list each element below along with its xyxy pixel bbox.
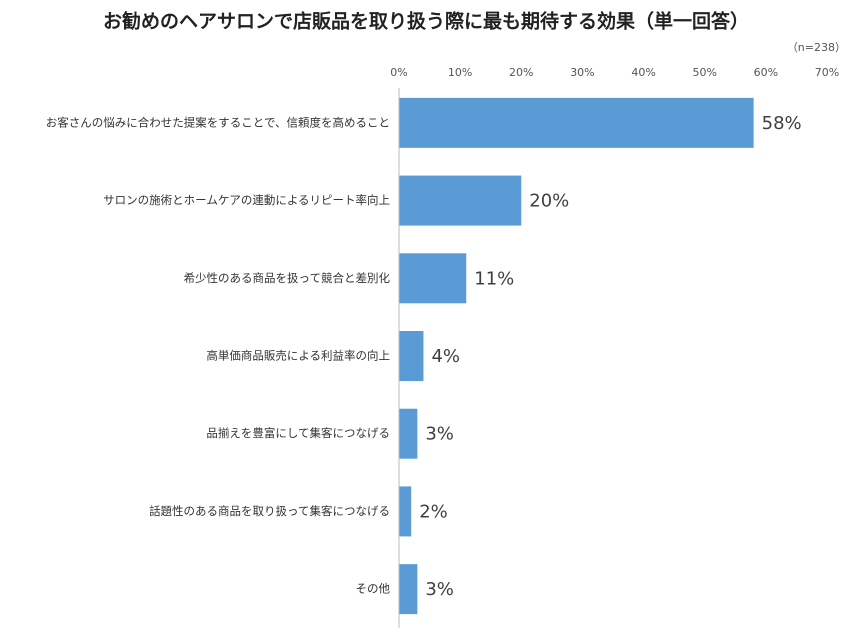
- x-tick-label: 60%: [754, 66, 778, 79]
- chart-title: お勧めのヘアサロンで店販品を取り扱う際に最も期待する効果（単一回答）: [103, 10, 749, 33]
- x-tick-label: 30%: [570, 66, 594, 79]
- bar: [399, 486, 412, 537]
- x-tick-label: 50%: [692, 66, 716, 79]
- value-label: 3%: [425, 424, 454, 445]
- x-tick-label: 20%: [509, 66, 533, 79]
- bar: [399, 408, 418, 459]
- bar: [399, 175, 522, 226]
- bar: [399, 97, 754, 148]
- value-label: 20%: [529, 191, 569, 212]
- chart-subtitle: （n=238）: [787, 41, 846, 54]
- y-tick-label: サロンの施術とホームケアの連動によるリピート率向上: [103, 193, 390, 207]
- x-tick-label: 0%: [390, 66, 407, 79]
- bar: [399, 253, 467, 304]
- y-tick-label: 品揃えを豊富にして集客につなげる: [206, 426, 390, 440]
- y-tick-label: お客さんの悩みに合わせた提案をすることで、信頼度を高めること: [46, 115, 390, 129]
- value-label: 4%: [431, 346, 460, 367]
- x-tick-label: 40%: [631, 66, 655, 79]
- x-tick-label: 70%: [815, 66, 839, 79]
- value-label: 58%: [762, 113, 802, 134]
- value-label: 3%: [425, 579, 454, 600]
- x-tick-label: 10%: [448, 66, 472, 79]
- bar: [399, 564, 418, 615]
- y-tick-label: 高単価商品販売による利益率の向上: [206, 349, 390, 363]
- y-tick-label: その他: [356, 582, 391, 596]
- y-tick-label: 希少性のある商品を扱って競合と差別化: [184, 271, 391, 285]
- bar: [399, 331, 424, 381]
- y-tick-label: 話題性のある商品を取り扱って集客につなげる: [149, 504, 390, 518]
- value-label: 11%: [474, 268, 514, 289]
- value-label: 2%: [419, 501, 448, 522]
